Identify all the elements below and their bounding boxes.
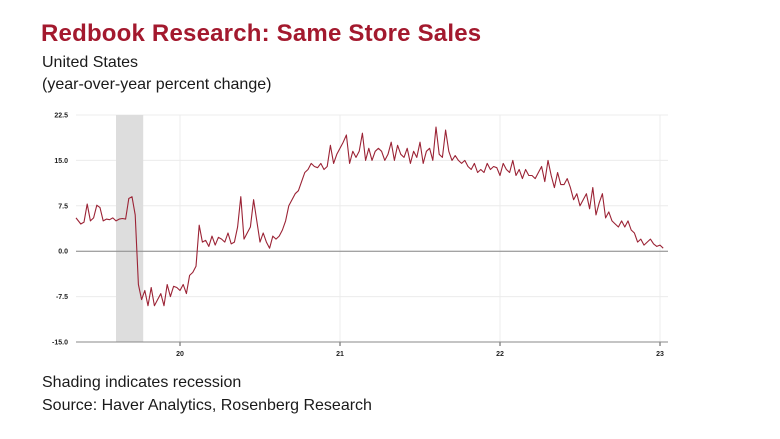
y-tick-label: 15.0 [54,158,68,165]
y-tick-label: -7.5 [56,294,68,301]
y-tick-label: -15.0 [52,340,68,347]
source-note: Source: Haver Analytics, Rosenberg Resea… [42,397,372,414]
series-layer [75,126,664,307]
y-tick-label: 0.0 [58,249,68,256]
chart-subtitle-units: (year-over-year percent change) [42,76,272,93]
x-tick-label: 20 [176,351,184,358]
axis-layer: 22.5 15.0 7.5 0.0 -7.5 -15.0 20 21 22 23 [52,113,668,358]
y-tick-label: 7.5 [58,203,68,210]
x-tick-label: 23 [656,351,664,358]
x-tick-label: 21 [336,351,344,358]
series-line-same-store-sales [75,126,664,307]
x-tick-label: 22 [496,351,504,358]
recession-layer [116,115,144,342]
grid-layer [76,114,668,343]
chart-subtitle-country: United States [42,54,139,71]
chart-title: Redbook Research: Same Store Sales [41,20,482,47]
y-tick-label: 22.5 [54,113,68,120]
recession-note: Shading indicates recession [42,374,242,391]
recession-shading [116,115,144,342]
